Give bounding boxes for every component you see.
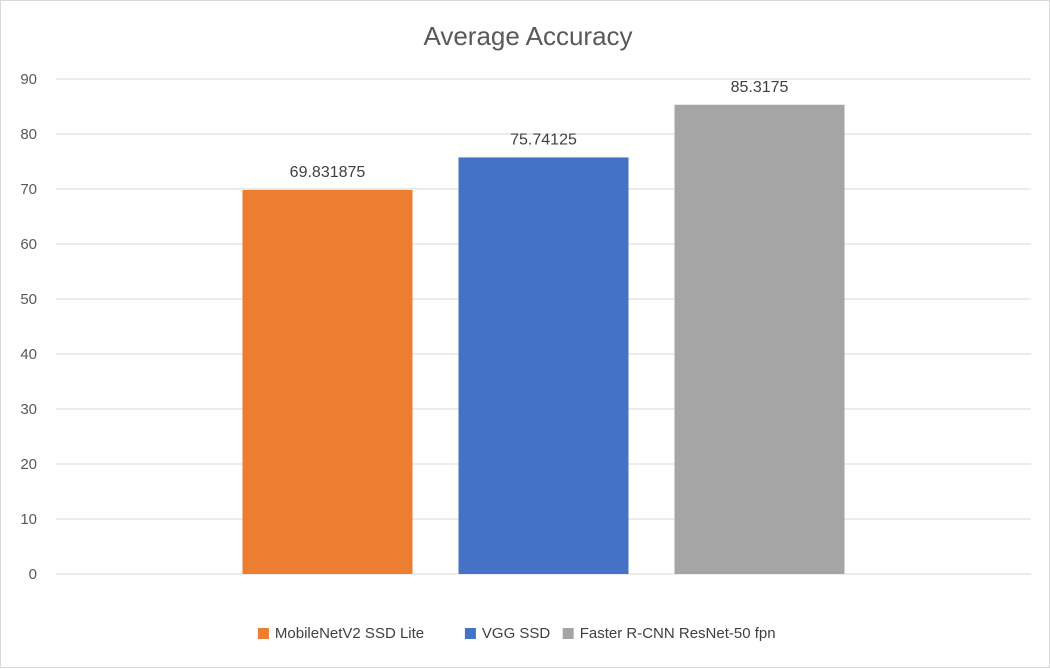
y-tick-label: 20 [20, 456, 37, 473]
y-tick-label: 30 [20, 401, 37, 418]
bar-2 [458, 157, 629, 574]
bars [242, 104, 845, 574]
y-tick-label: 60 [20, 236, 37, 253]
data-label: 85.3175 [731, 79, 789, 96]
legend-swatch [562, 628, 574, 639]
bar-3 [674, 104, 845, 574]
y-tick-label: 40 [20, 346, 37, 363]
bar-1 [242, 189, 413, 574]
y-axis-tick-labels: 0 10 20 30 40 50 60 70 80 90 [20, 71, 37, 583]
legend-swatch [464, 628, 476, 639]
legend-label: Faster R-CNN ResNet-50 fpn [580, 625, 776, 642]
legend-label: MobileNetV2 SSD Lite [275, 625, 424, 642]
y-tick-label: 80 [20, 126, 37, 143]
data-label: 69.831875 [290, 164, 366, 181]
legend: MobileNetV2 SSD Lite VGG SSD Faster R-CNN … [257, 625, 776, 642]
chart-title: Average Accuracy [423, 21, 632, 51]
y-tick-label: 90 [20, 71, 37, 88]
y-tick-label: 50 [20, 291, 37, 308]
y-tick-label: 0 [29, 566, 37, 583]
data-label: 75.74125 [510, 131, 577, 148]
legend-swatch [257, 628, 269, 639]
y-tick-label: 70 [20, 181, 37, 198]
y-tick-label: 10 [20, 511, 37, 528]
data-labels: 69.831875 75.74125 85.3175 [290, 79, 789, 181]
legend-label: VGG SSD [482, 625, 551, 642]
